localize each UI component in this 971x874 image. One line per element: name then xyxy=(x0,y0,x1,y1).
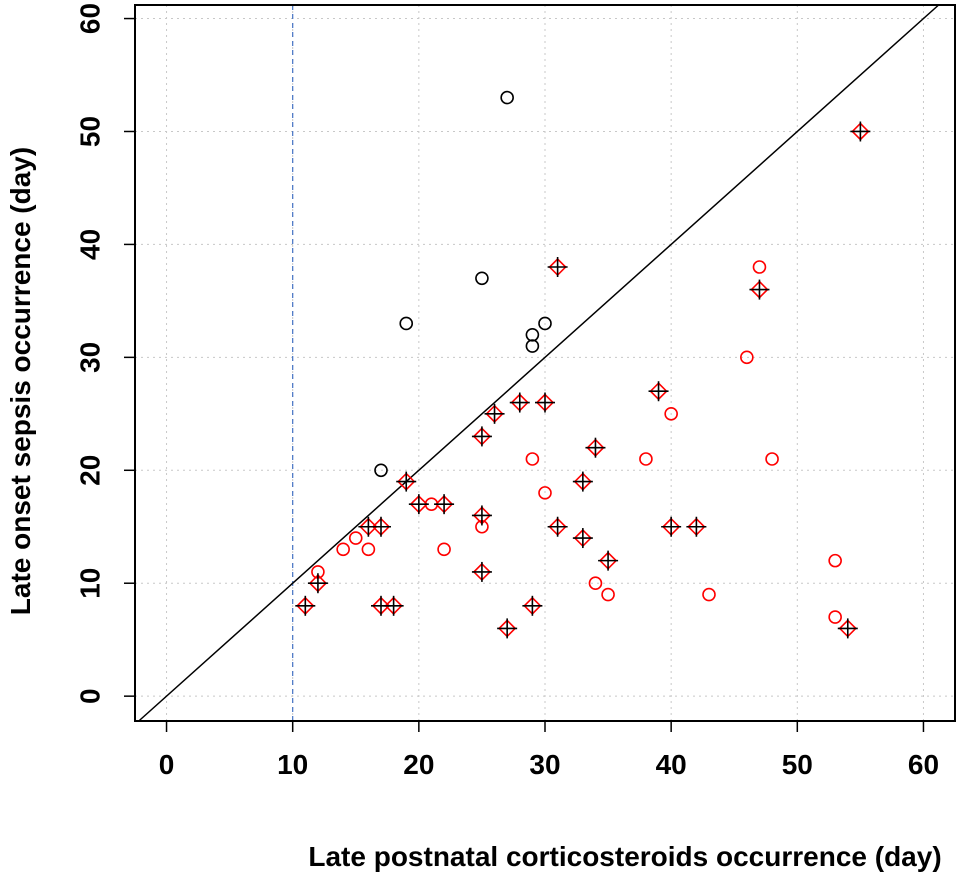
black-circle-point xyxy=(500,90,514,105)
diamond-plus-point xyxy=(749,279,770,300)
red-circle-point xyxy=(348,531,363,545)
x-tick-label: 30 xyxy=(529,749,560,780)
red-circle-point xyxy=(702,587,716,602)
x-tick-label: 50 xyxy=(782,749,813,780)
identity-line xyxy=(138,4,940,722)
diamond-plus-point xyxy=(383,595,404,616)
diamond-plus-point xyxy=(585,437,606,458)
x-tick-label: 20 xyxy=(403,749,434,780)
diamond-plus-point xyxy=(535,392,555,413)
x-axis-ticks: 0 10 20 30 40 50 60 xyxy=(159,721,939,780)
diamond-plus-point xyxy=(547,257,568,278)
black-circle-point xyxy=(525,327,540,342)
red-circle-point xyxy=(752,260,767,274)
diamond-plus-point xyxy=(307,573,328,594)
red-circle-point xyxy=(740,350,754,365)
red-circle-point xyxy=(828,610,842,624)
diamond-plus-point xyxy=(434,494,455,515)
diamond-plus-point xyxy=(471,505,492,526)
diamond-plus-point xyxy=(547,516,568,537)
y-tick-label: 10 xyxy=(75,568,106,599)
x-tick-label: 40 xyxy=(656,749,687,780)
diamond-plus-point xyxy=(522,595,543,616)
diamond-plus-point xyxy=(396,471,417,492)
red-circle-point xyxy=(437,542,451,557)
red-circle-point xyxy=(664,407,678,421)
y-axis-ticks: 0 10 20 30 40 50 60 xyxy=(75,3,135,704)
data-points xyxy=(295,90,871,639)
y-tick-label: 50 xyxy=(75,116,106,147)
red-circle-point xyxy=(361,542,376,557)
red-circle-point xyxy=(639,452,653,466)
diamond-plus-point xyxy=(661,516,682,537)
diamond-plus-point xyxy=(837,618,858,639)
y-tick-label: 60 xyxy=(75,3,106,34)
y-tick-label: 20 xyxy=(75,455,106,486)
y-axis-title: Late onset sepsis occurrence (day) xyxy=(5,147,36,615)
y-tick-label: 0 xyxy=(75,688,106,704)
x-tick-label: 10 xyxy=(277,749,308,780)
diamond-plus-point xyxy=(648,381,669,402)
diamond-plus-point xyxy=(371,516,391,537)
y-tick-label: 30 xyxy=(75,342,106,373)
x-axis-title: Late postnatal corticosteroids occurrenc… xyxy=(308,841,941,872)
diamond-plus-point xyxy=(497,618,518,639)
red-circle-point xyxy=(588,576,603,591)
diamond-plus-point xyxy=(295,595,316,616)
red-circle-point xyxy=(525,452,540,466)
black-circle-point xyxy=(374,463,388,478)
x-tick-label: 0 xyxy=(159,749,175,780)
diamond-plus-point xyxy=(509,392,530,413)
diamond-plus-point xyxy=(484,403,505,424)
diamond-plus-point xyxy=(471,561,492,582)
black-circle-point xyxy=(538,316,552,331)
red-circle-point xyxy=(538,486,552,500)
black-circle-point xyxy=(399,316,414,331)
diamond-plus-point xyxy=(572,528,593,549)
diamond-plus-point xyxy=(598,550,619,571)
y-tick-label: 40 xyxy=(75,229,106,260)
red-circle-point xyxy=(828,553,842,568)
diamond-plus-point xyxy=(471,426,492,447)
red-circle-point xyxy=(336,542,350,557)
black-circle-point xyxy=(475,271,489,286)
x-tick-label: 60 xyxy=(908,749,939,780)
diamond-plus-point xyxy=(572,471,593,492)
black-circle-point xyxy=(525,339,540,353)
diamond-plus-point xyxy=(686,516,707,537)
diamond-plus-point xyxy=(408,494,429,515)
diamond-plus-point xyxy=(850,121,871,142)
red-circle-point xyxy=(601,587,615,602)
red-circle-point xyxy=(765,452,779,466)
